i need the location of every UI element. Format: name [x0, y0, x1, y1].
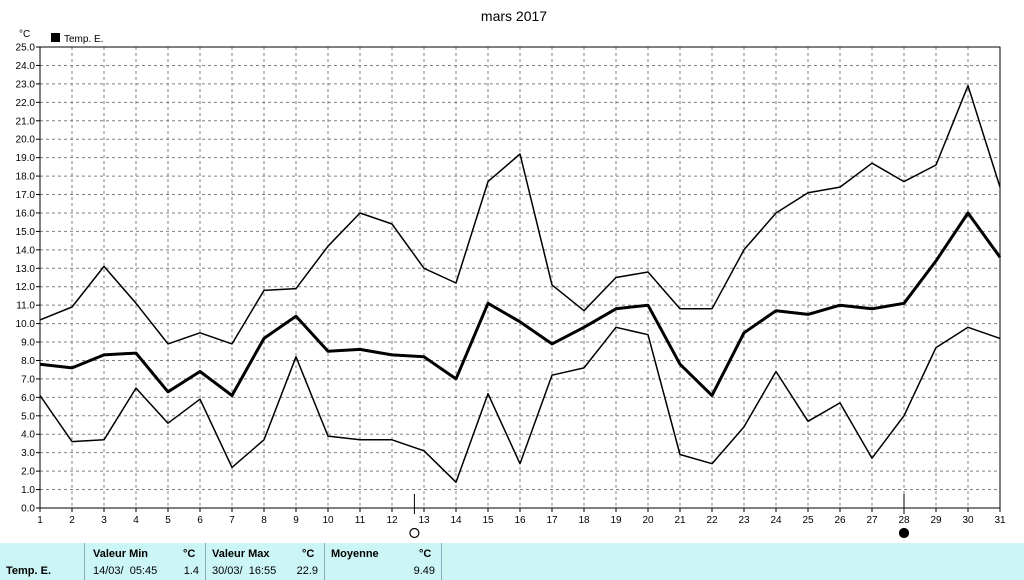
- full-moon-icon: [409, 527, 420, 539]
- x-tick-label: 4: [133, 515, 139, 526]
- x-tick-label: 31: [994, 515, 1006, 526]
- y-tick-label: 11.0: [16, 301, 35, 312]
- legend-label: Temp. E.: [64, 34, 103, 45]
- max-header: Valeur Max: [212, 548, 270, 560]
- series-line-max: [39, 84, 1001, 345]
- x-tick-label: 19: [610, 515, 622, 526]
- y-tick-label: 22.0: [16, 98, 36, 109]
- x-tick-label: 23: [738, 515, 750, 526]
- min-header: Valeur Min: [93, 548, 149, 560]
- x-tick-label: 20: [642, 515, 654, 526]
- max-value: 22.9: [296, 565, 318, 577]
- x-tick-label: 6: [197, 515, 203, 526]
- y-tick-label: 16.0: [16, 208, 36, 219]
- y-tick-label: 12.0: [16, 282, 36, 293]
- y-tick-label: 14.0: [16, 245, 36, 256]
- y-tick-label: 3.0: [21, 448, 35, 459]
- x-tick-label: 13: [418, 515, 430, 526]
- x-tick-label: 28: [898, 515, 910, 526]
- y-axis: 0.0 1.0 2.0 3.0 4.0 5.0 6.0 7.0 8.0 9.0 10.0 11.0 12…: [16, 43, 40, 515]
- y-tick-label: 10.0: [16, 319, 36, 330]
- y-tick-label: 21.0: [16, 116, 36, 127]
- chart-title: mars 2017: [481, 8, 547, 24]
- x-axis: 1 2 3 4 5 6 7 8 9 10 11 12 13 14 15 16 17 18 19 20 21 22 23 24 2…: [37, 508, 1006, 526]
- x-tick-label: 5: [165, 515, 171, 526]
- y-tick-label: 17.0: [16, 190, 36, 201]
- series-line-min: [39, 326, 1001, 483]
- series-lines: [39, 84, 1002, 483]
- moon-phases: [409, 494, 910, 539]
- y-tick-label: 24.0: [16, 61, 36, 72]
- x-tick-label: 9: [293, 515, 299, 526]
- x-tick-label: 11: [355, 515, 366, 526]
- y-tick-label: 19.0: [16, 153, 36, 164]
- mean-header: Moyenne: [331, 548, 379, 560]
- x-tick-label: 16: [514, 515, 526, 526]
- x-tick-label: 30: [962, 515, 974, 526]
- x-tick-label: 12: [386, 515, 398, 526]
- min-unit: °C: [183, 548, 196, 560]
- grid: [40, 47, 1000, 508]
- x-tick-label: 3: [101, 515, 107, 526]
- footer-mean-cell: Moyenne °C 9.49: [325, 543, 442, 580]
- x-tick-label: 7: [229, 515, 235, 526]
- footer-series-cell: Temp. E.: [0, 543, 85, 580]
- x-tick-label: 29: [930, 515, 942, 526]
- y-tick-label: 5.0: [21, 411, 35, 422]
- y-tick-label: 23.0: [16, 79, 36, 90]
- x-tick-label: 15: [482, 515, 494, 526]
- y-tick-label: 13.0: [16, 264, 36, 275]
- y-tick-label: 9.0: [21, 338, 35, 349]
- y-tick-label: 2.0: [21, 467, 35, 478]
- x-tick-label: 24: [770, 515, 782, 526]
- y-tick-label: 6.0: [21, 393, 35, 404]
- x-tick-label: 18: [578, 515, 590, 526]
- footer-series-label: Temp. E.: [6, 565, 52, 577]
- y-tick-label: 25.0: [16, 43, 36, 54]
- x-tick-label: 2: [69, 515, 75, 526]
- y-tick-label: 8.0: [21, 356, 35, 367]
- footer-min-cell: Valeur Min °C 14/03/ 05:45 1.4: [85, 543, 206, 580]
- temperature-chart: mars 2017 °C Temp. E. 0.0 1.0 2.0 3.0 4.0 5.0…: [16, 8, 1006, 539]
- max-unit: °C: [302, 548, 315, 560]
- y-tick-label: 7.0: [21, 374, 35, 385]
- footer-max-cell: Valeur Max °C 30/03/ 16:55 22.9: [206, 543, 325, 580]
- x-tick-label: 8: [261, 515, 267, 526]
- y-tick-label: 1.0: [21, 485, 35, 496]
- new-moon-icon: [898, 527, 910, 539]
- statistics-footer: Temp. E. Valeur Min °C 14/03/ 05:45 1.4 …: [0, 543, 1024, 580]
- y-tick-label: 4.0: [21, 430, 35, 441]
- y-axis-unit: °C: [19, 29, 30, 40]
- x-tick-label: 21: [674, 515, 686, 526]
- series-line-mean: [39, 211, 1002, 397]
- x-tick-label: 26: [834, 515, 846, 526]
- y-tick-label: 0.0: [21, 504, 35, 515]
- legend-swatch: [51, 33, 60, 42]
- min-datetime: 14/03/ 05:45: [93, 565, 158, 577]
- max-datetime: 30/03/ 16:55: [212, 565, 277, 577]
- x-tick-label: 1: [37, 515, 43, 526]
- x-tick-label: 22: [706, 515, 718, 526]
- mean-unit: °C: [419, 548, 432, 560]
- min-value: 1.4: [183, 565, 199, 577]
- x-tick-label: 27: [866, 515, 878, 526]
- y-tick-label: 15.0: [16, 227, 36, 238]
- y-tick-label: 18.0: [16, 172, 36, 183]
- x-tick-label: 17: [546, 515, 558, 526]
- y-tick-label: 20.0: [16, 135, 36, 146]
- mean-value: 9.49: [413, 565, 435, 577]
- x-tick-label: 10: [322, 515, 334, 526]
- x-tick-label: 25: [802, 515, 814, 526]
- x-tick-label: 14: [450, 515, 462, 526]
